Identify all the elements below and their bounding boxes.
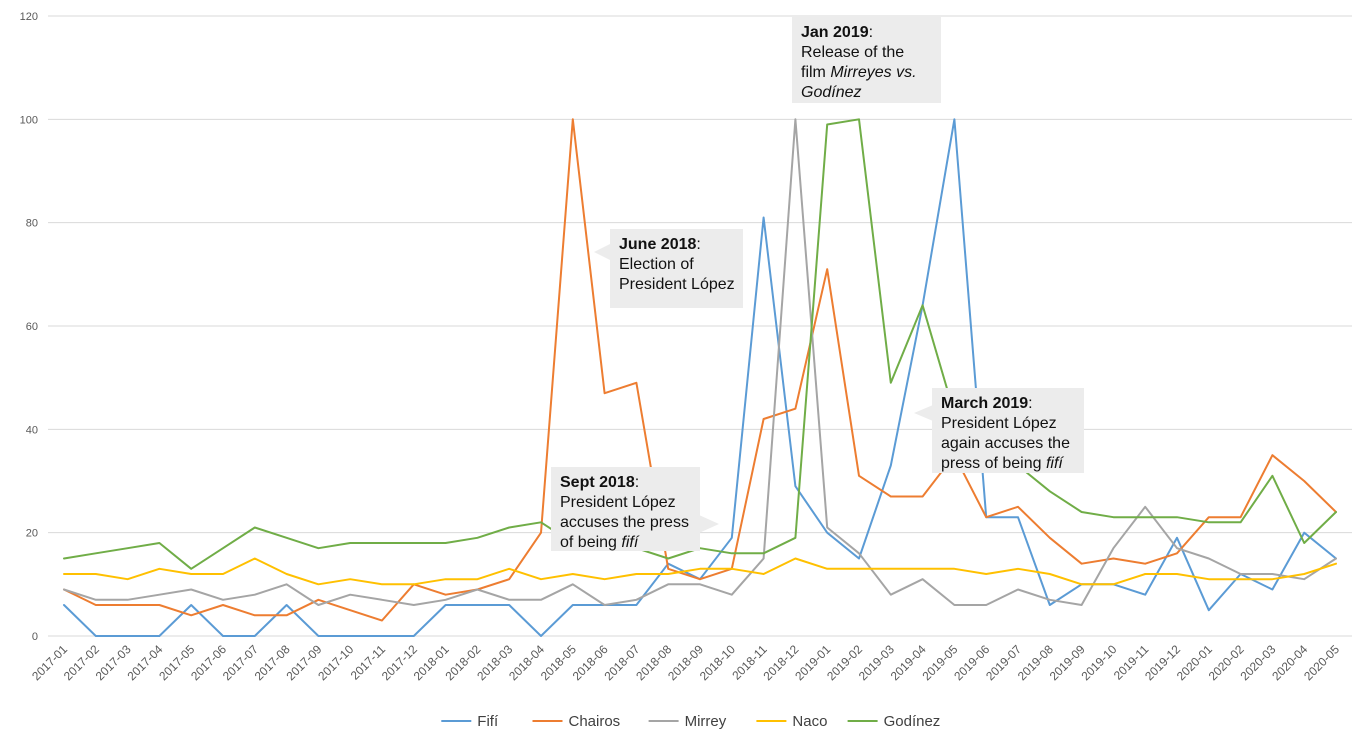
x-tick-label: 2019-10	[1078, 642, 1119, 683]
x-tick-label: 2017-10	[315, 642, 356, 683]
annotation-emphasis: fifí	[1045, 455, 1063, 472]
annotation-tail	[594, 244, 610, 260]
y-tick-label: 60	[26, 321, 38, 333]
x-tick-label: 2020-05	[1301, 642, 1342, 683]
legend-label: Mirrey	[685, 713, 727, 730]
y-tick-label: 40	[26, 424, 38, 436]
annotation-heading: March 2019	[941, 395, 1029, 412]
y-tick-label: 20	[26, 528, 38, 540]
annotation-text: Election of President López	[619, 256, 735, 293]
annotation-tail	[699, 515, 719, 533]
annotation-jan-2019: Jan 2019: Release of the film Mirreyes v…	[792, 17, 941, 103]
annotation-emphasis: Mirreyes vs. Godínez	[801, 64, 917, 101]
legend-label: Godínez	[884, 713, 941, 730]
y-tick-label: 120	[20, 11, 38, 23]
y-tick-label: 100	[20, 114, 38, 126]
series-lines	[63, 118, 1337, 637]
annotation-text: President López accuses the press of bei…	[560, 494, 689, 551]
x-tick-label: 2018-10	[697, 642, 738, 683]
series-line-naco	[63, 557, 1337, 586]
legend-item: Godínez	[847, 713, 941, 730]
annotation-june-2018: June 2018: Election of President López	[610, 229, 743, 308]
legend-item: Naco	[756, 713, 827, 730]
annotation-emphasis: fifí	[621, 534, 639, 551]
annotation-text: Release of the film	[801, 44, 905, 81]
annotation-march-2019: March 2019: President López again accuse…	[932, 388, 1084, 473]
y-tick-label: 0	[32, 631, 38, 643]
y-tick-label: 80	[26, 218, 38, 230]
annotation-sept-2018: Sept 2018: President López accuses the p…	[551, 467, 700, 551]
annotation-heading: Jan 2019	[801, 24, 869, 41]
legend-item: Mirrey	[648, 713, 727, 730]
legend-label: Chairos	[569, 713, 621, 730]
legend-item: Fifí	[441, 713, 499, 730]
annotation-heading: Sept 2018	[560, 474, 635, 491]
series-line-godínez	[63, 118, 1337, 570]
annotation-heading: June 2018	[619, 236, 697, 253]
gridlines	[48, 15, 1352, 637]
series-line-mirrey	[63, 118, 1337, 606]
annotation-tail	[914, 405, 933, 421]
x-axis: 2017-012017-022017-032017-042017-052017-…	[29, 642, 1342, 683]
legend-label: Fifí	[477, 713, 499, 730]
legend-label: Naco	[792, 713, 827, 730]
legend: Fifí Chairos Mirrey Naco Godínez	[441, 713, 940, 730]
annotation-text: President López again accuses the press …	[941, 415, 1070, 472]
legend-item: Chairos	[532, 713, 621, 730]
y-axis: 0 20 40 60 80 100 120	[20, 11, 38, 643]
series-line-chairos	[63, 118, 1337, 622]
